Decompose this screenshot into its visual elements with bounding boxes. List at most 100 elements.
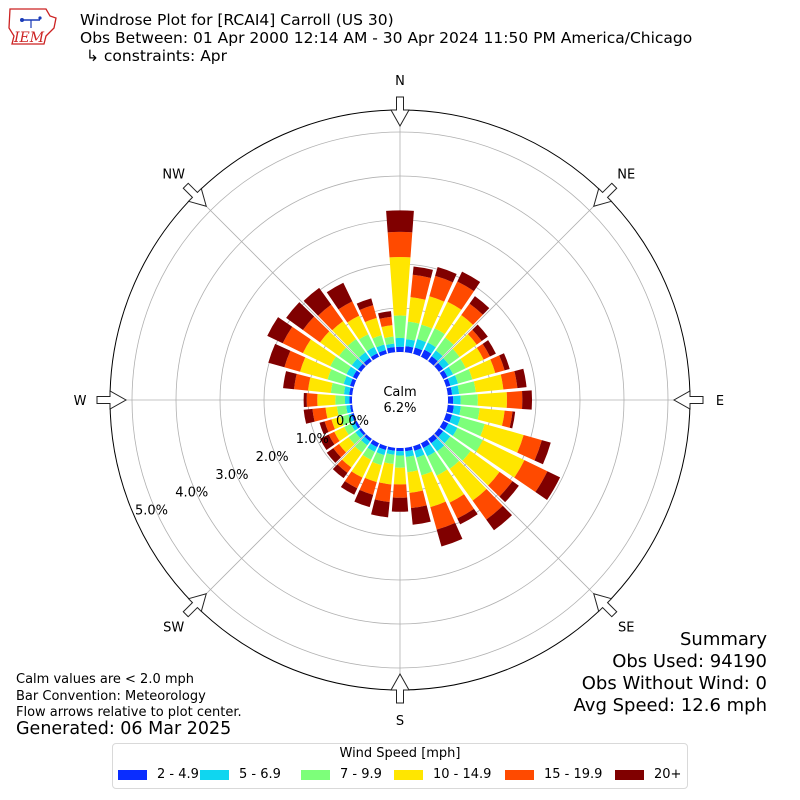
bar-segment: [469, 296, 490, 315]
bar-segment: [472, 488, 503, 520]
bar-segment: [468, 359, 496, 380]
bar-segment: [300, 357, 332, 380]
direction-bar: [443, 353, 510, 387]
bar-segment: [351, 358, 363, 370]
flow-arrow-icon: [390, 96, 410, 128]
bar-segment: [349, 387, 354, 396]
bar-segment: [325, 406, 339, 419]
compass-label: NW: [162, 168, 185, 183]
bar-segment: [490, 355, 505, 374]
legend-item: 10 - 14.9: [394, 767, 491, 782]
bar-segment: [378, 443, 387, 450]
bar-segment: [434, 362, 444, 372]
bar-segment: [435, 337, 454, 357]
bar-segment: [420, 349, 432, 361]
bar-segment: [438, 357, 449, 369]
bar-segment: [443, 378, 451, 387]
bar-segment: [443, 348, 460, 365]
bar-segment: [268, 343, 291, 368]
bar-segment: [354, 440, 368, 453]
bar-segment: [366, 346, 378, 358]
bar-segment: [351, 413, 357, 421]
summary-obs-without-wind: Obs Without Wind: 0: [581, 673, 767, 694]
flow-arrow-icon: [182, 182, 207, 207]
bar-segment: [444, 423, 458, 436]
flow-arrow-icon: [672, 390, 704, 410]
bar-segment: [379, 316, 393, 328]
bar-segment: [384, 453, 395, 464]
direction-bar: [428, 296, 490, 366]
bar-segment: [396, 447, 404, 452]
bar-segment: [349, 396, 353, 404]
bar-segment: [445, 315, 474, 345]
bar-segment: [472, 324, 488, 342]
bar-segment: [332, 321, 356, 347]
bar-segment: [303, 287, 332, 316]
radial-tick-label: 2.0%: [256, 450, 289, 465]
bar-segment: [374, 482, 392, 503]
direction-bar: [420, 271, 481, 361]
bar-segment: [343, 386, 351, 395]
bar-segment: [430, 501, 456, 530]
direction-bar: [434, 324, 488, 372]
bar-segment: [362, 447, 375, 460]
bar-segment: [306, 393, 318, 407]
bar-segment: [294, 373, 311, 391]
bar-segment: [457, 417, 485, 437]
grid-spoke: [433, 194, 606, 367]
bar-segment: [396, 346, 404, 353]
direction-bar: [420, 439, 478, 525]
bar-segment: [413, 443, 422, 451]
bar-segment: [389, 256, 411, 316]
radial-tick-label: 4.0%: [175, 486, 208, 501]
bar-segment: [428, 356, 438, 366]
bar-segment: [378, 311, 392, 319]
compass-label: SW: [163, 620, 184, 635]
bar-segment: [444, 436, 471, 461]
calm-note: Calm values are < 2.0 mph: [16, 672, 195, 687]
bar-segment: [376, 447, 386, 456]
bar-segment: [338, 301, 360, 323]
bar-segment: [346, 366, 357, 378]
grid-ring: [131, 131, 669, 669]
bar-segment: [371, 499, 390, 518]
direction-bar: [378, 311, 396, 354]
bar-segment: [506, 391, 523, 409]
direction-bar: [413, 267, 457, 357]
bar-segment: [340, 481, 358, 495]
bar-segment: [459, 406, 480, 420]
svg-text:IEM: IEM: [13, 30, 45, 46]
iem-logo: IEM: [8, 8, 57, 46]
bar-segment: [356, 298, 374, 311]
legend-item: 2 - 4.9: [118, 767, 199, 782]
bar-segment: [338, 437, 355, 453]
bar-segment: [480, 423, 524, 453]
bar-segment: [378, 350, 387, 357]
direction-bar: [413, 443, 463, 547]
bar-segment: [372, 335, 385, 348]
flow-arrow-icon: [390, 672, 410, 704]
bar-segment: [437, 445, 460, 469]
bar-segment: [427, 451, 448, 476]
bar-segment: [460, 347, 484, 369]
bar-segment: [346, 405, 352, 414]
bar-segment: [421, 296, 445, 329]
bar-segment: [364, 317, 382, 339]
direction-bar: [303, 392, 353, 408]
bar-segment: [535, 471, 561, 500]
bar-segment: [434, 428, 444, 438]
bar-segment: [283, 371, 297, 390]
bar-segment: [443, 366, 454, 378]
bar-segment: [477, 408, 505, 426]
bar-segment: [324, 419, 335, 433]
bar-segment: [347, 338, 366, 358]
bar-segment: [467, 329, 482, 345]
bar-segment: [354, 489, 374, 508]
legend-label: 15 - 19.9: [544, 767, 603, 782]
bar-segment: [450, 385, 460, 395]
bar-segment: [514, 368, 527, 389]
compass-label: S: [396, 714, 404, 729]
legend-swatch: [200, 769, 229, 780]
